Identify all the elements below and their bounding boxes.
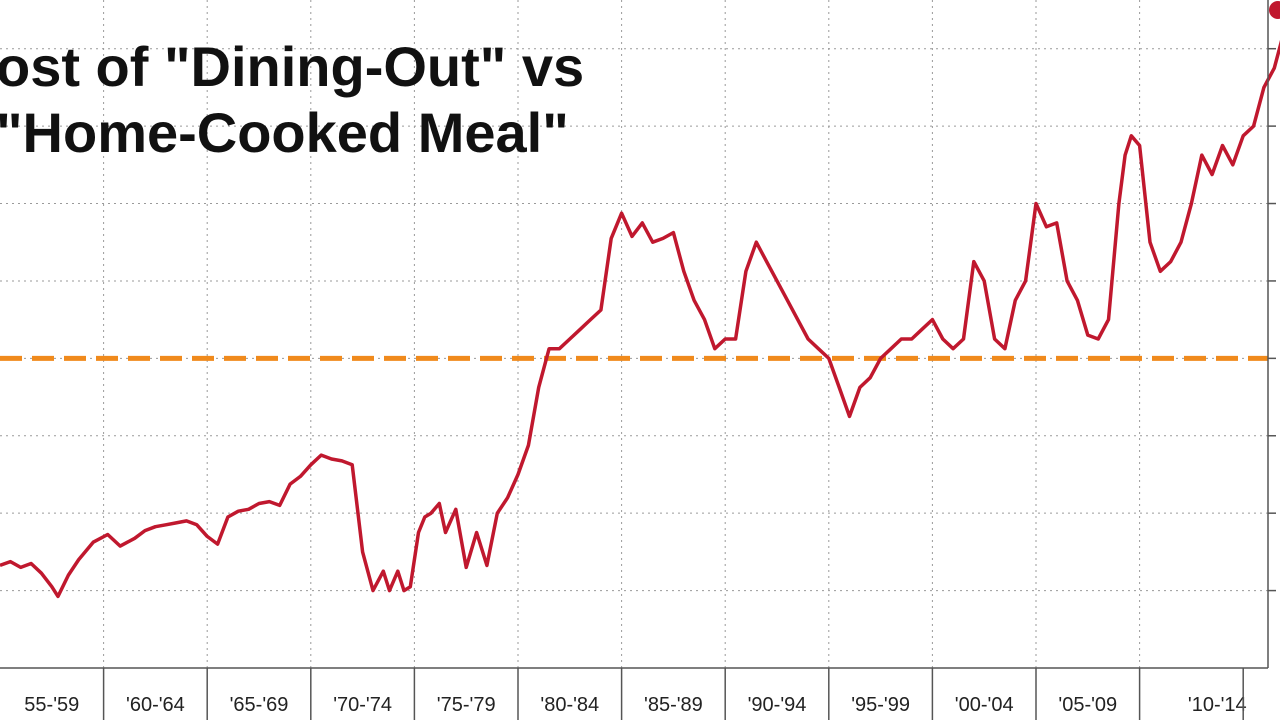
x-tick-label-1: '60-'64	[126, 694, 185, 716]
x-tick-label-7: '90-'94	[748, 694, 807, 716]
chart-title-line-1: ost of "Dining-Out" vs	[0, 35, 584, 98]
x-tick-label-2: '65-'69	[230, 694, 289, 716]
x-tick-label-4: '75-'79	[437, 694, 496, 716]
chart-title-line-2: "Home-Cooked Meal"	[0, 101, 569, 164]
x-tick-label-8: '95-'99	[851, 694, 910, 716]
x-tick-label-6: '85-'89	[644, 694, 703, 716]
series-line-0	[0, 39, 1280, 599]
x-tick-label-3: '70-'74	[333, 694, 392, 716]
x-tick-label-5: '80-'84	[540, 694, 599, 716]
series-layer	[0, 1, 1280, 599]
chart-title: ost of "Dining-Out" vs "Home-Cooked Meal…	[0, 35, 584, 164]
series-end-marker	[1269, 1, 1280, 19]
x-tick-label-10: '05-'09	[1058, 694, 1117, 716]
x-tick-label-0: 55-'59	[24, 694, 79, 716]
x-tick-label-11: '10-'14	[1188, 694, 1247, 716]
x-tick-label-9: '00-'04	[955, 694, 1014, 716]
